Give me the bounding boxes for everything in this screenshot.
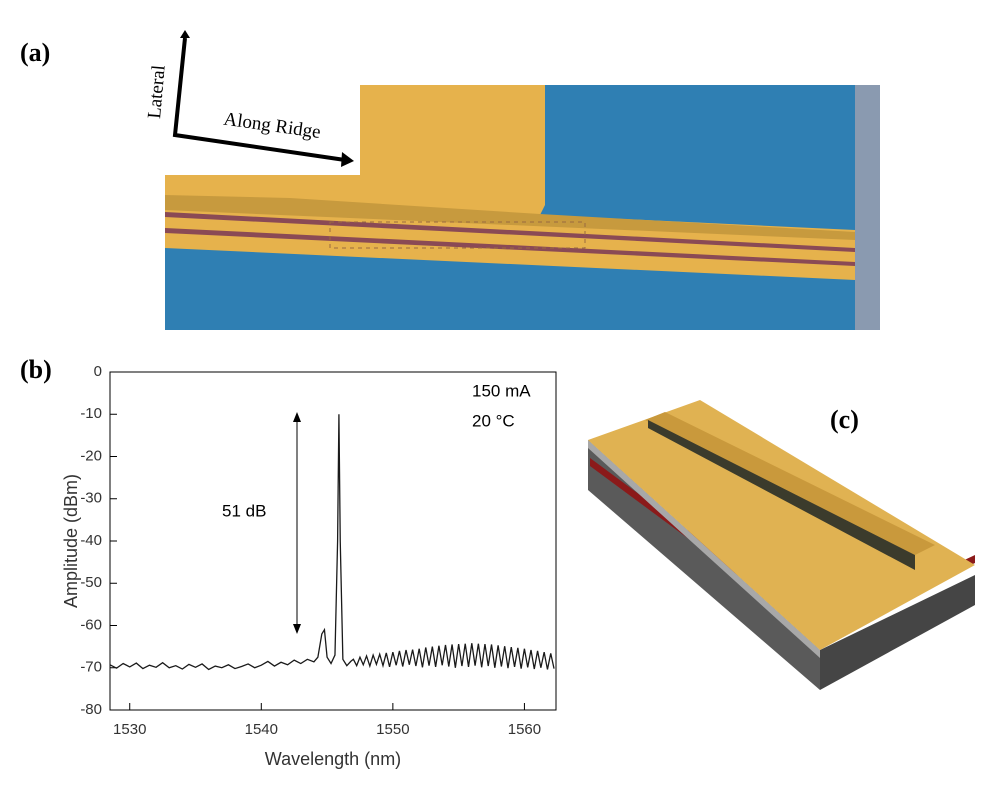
y-tick-label: -70 [80, 659, 102, 676]
y-tick-label: -50 [80, 574, 102, 591]
annotation: 150 mA [472, 381, 531, 400]
y-axis-title: Amplitude (dBm) [61, 474, 81, 608]
facet [855, 85, 880, 330]
device-3d [588, 400, 975, 690]
arrow-head [293, 624, 301, 634]
lateral-label: Lateral [144, 64, 170, 119]
ridge-line [165, 212, 855, 252]
panel-label: (b) [20, 355, 52, 384]
arrow-head [180, 30, 190, 38]
axis-arrows [172, 37, 346, 162]
panel-label: (a) [20, 38, 50, 67]
y-tick-label: -30 [80, 490, 102, 507]
annotation: 20 °C [472, 411, 515, 430]
y-tick-label: -80 [80, 701, 102, 718]
y-tick-label: 0 [94, 363, 102, 380]
x-tick-label: 1530 [113, 721, 146, 738]
x-tick-label: 1550 [376, 721, 409, 738]
y-tick-label: -40 [80, 532, 102, 549]
ridge-line [165, 228, 855, 266]
y-tick-label: -60 [80, 616, 102, 633]
arrow-head [293, 412, 301, 422]
y-tick-label: -20 [80, 447, 102, 464]
ridge-wall [648, 420, 915, 570]
x-tick-label: 1540 [245, 721, 278, 738]
micrograph: Lateral Along Ridge [144, 30, 880, 330]
x-axis-title: Wavelength (nm) [265, 749, 401, 769]
cladding [588, 440, 820, 658]
grating [329, 221, 586, 249]
y-tick-label: -10 [80, 405, 102, 422]
annotation: 51 dB [222, 501, 266, 520]
arrow-head [341, 152, 354, 167]
ridge-top [645, 412, 935, 555]
x-tick-label: 1560 [508, 721, 541, 738]
spectrum-line [109, 414, 555, 671]
top-face [588, 400, 975, 650]
inset-bg [165, 85, 360, 175]
ridge-edge [165, 195, 855, 240]
side-face [820, 575, 975, 690]
panel-label: (c) [830, 405, 859, 434]
